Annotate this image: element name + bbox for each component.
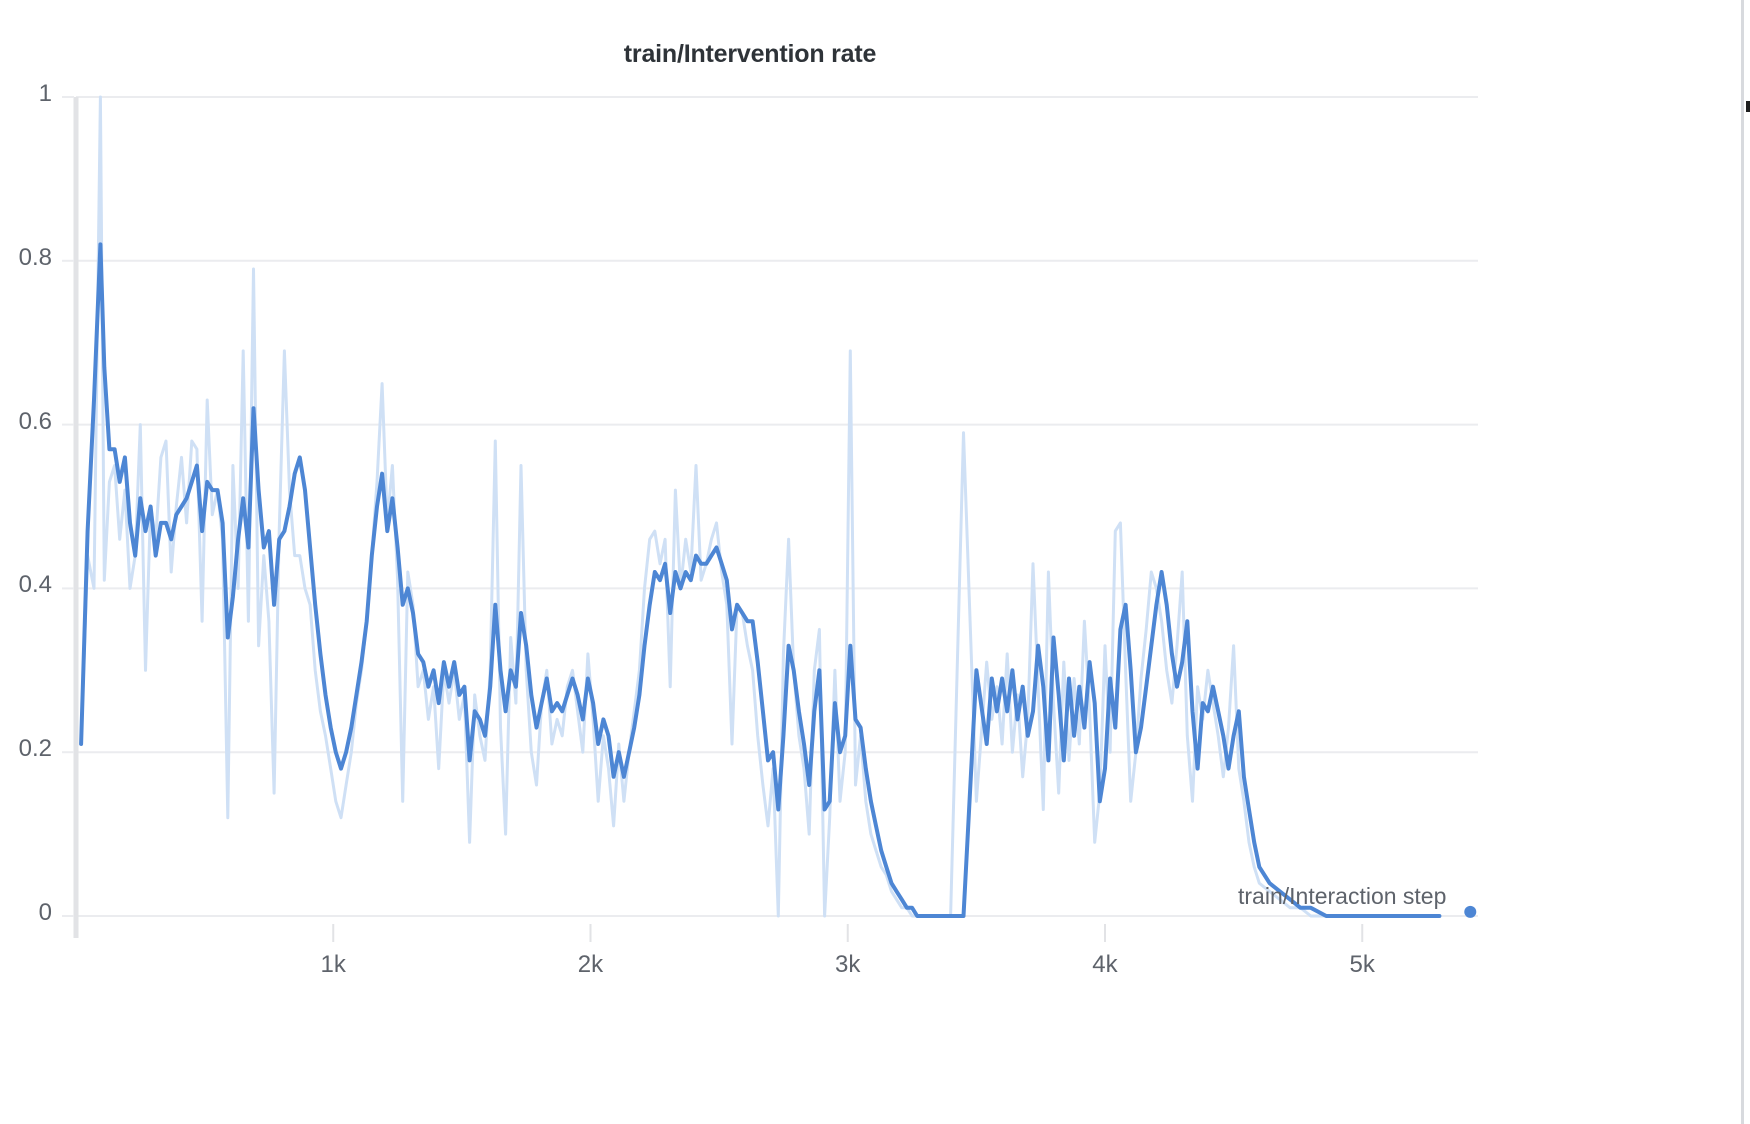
y-axis-tick-label: 0.2: [18, 735, 52, 763]
x-axis-tick-label: 2k: [577, 951, 604, 978]
y-axis-tick-label: 0.6: [18, 407, 52, 435]
y-axis-tick-label: 0.4: [18, 571, 52, 599]
x-axis-tick-label: 5k: [1349, 951, 1375, 978]
x-axis-tick-label: 3k: [835, 951, 861, 978]
series-end-point-marker[interactable]: [1464, 905, 1477, 918]
series-line-smoothed[interactable]: [79, 242, 1442, 918]
panel-divider: [1741, 0, 1744, 1124]
panel-edge-marker-icon: [1746, 101, 1750, 112]
y-axis-tick-label: 1: [38, 80, 52, 107]
chart-title: train/Intervention rate: [623, 40, 877, 68]
x-axis-tick-label: 4k: [1092, 951, 1118, 978]
x-axis-title: train/Interaction step: [1238, 883, 1447, 909]
y-axis-tick-label: 0.8: [18, 243, 52, 271]
series-line-raw[interactable]: [79, 95, 1416, 918]
x-axis-tick-label: 1k: [320, 951, 346, 978]
y-axis-tick-label: 0: [38, 899, 52, 926]
